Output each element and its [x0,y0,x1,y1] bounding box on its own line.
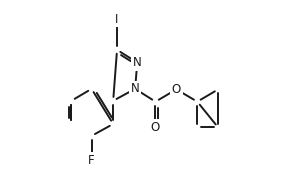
Text: F: F [88,154,95,167]
Text: N: N [131,82,139,95]
Text: I: I [115,13,119,26]
Text: O: O [151,121,160,134]
Text: O: O [172,83,181,96]
Text: N: N [133,56,142,69]
